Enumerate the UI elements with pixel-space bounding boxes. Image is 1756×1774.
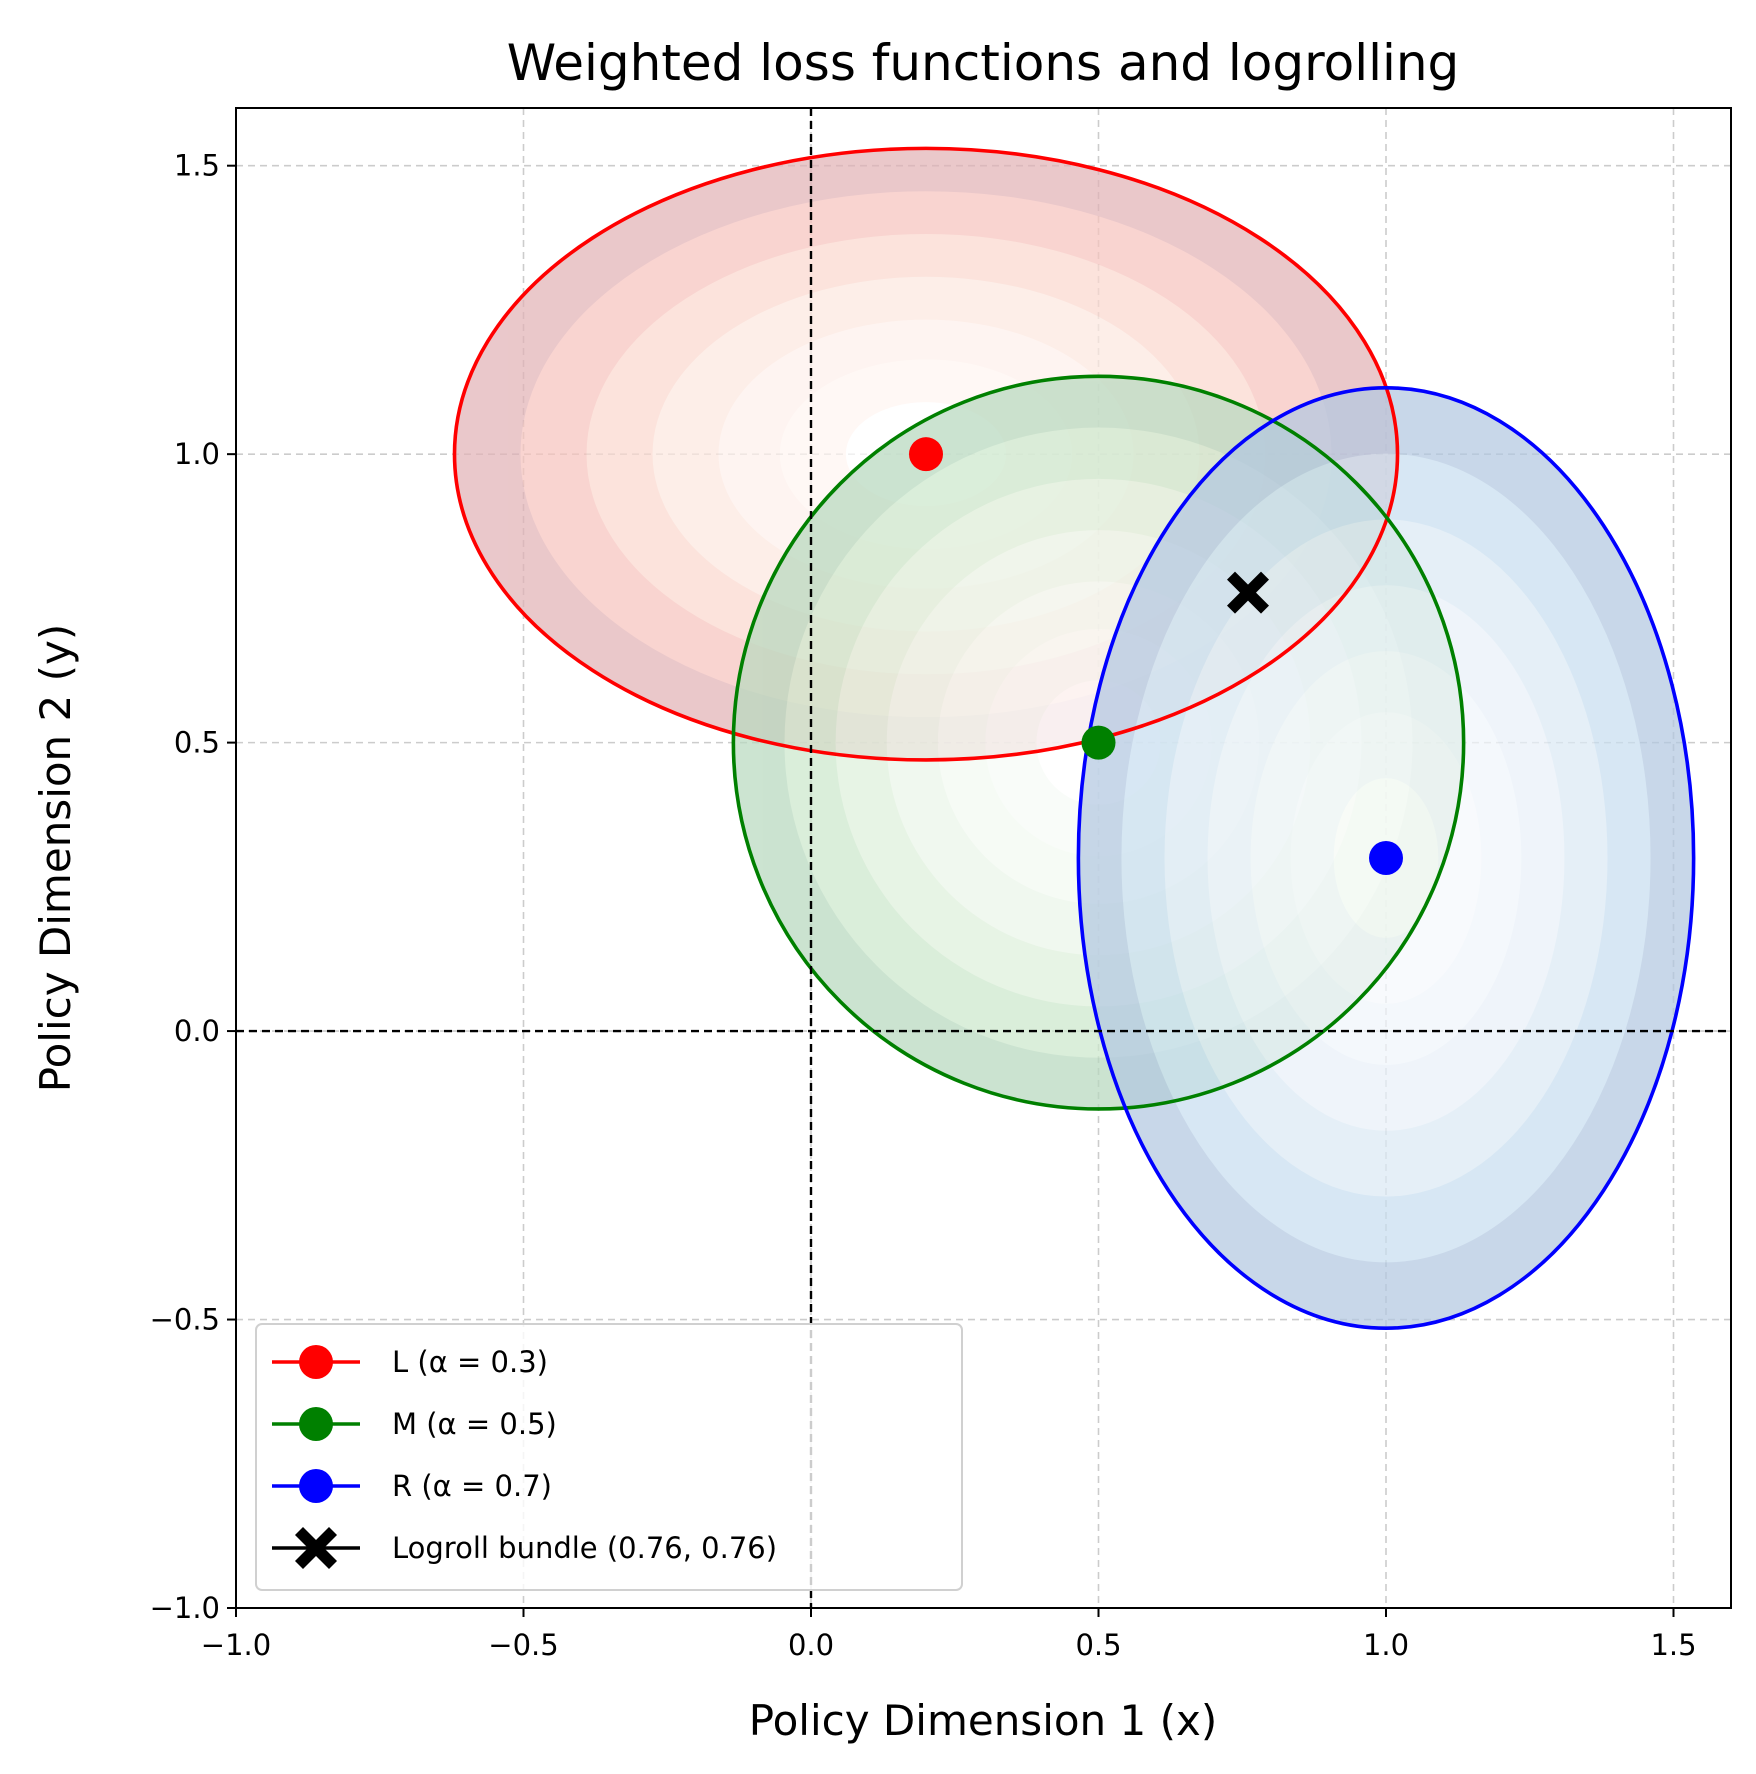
x-tick-label-3: 0.5: [1075, 1628, 1121, 1662]
indifference-curve-M: [731, 374, 1466, 1111]
legend-marker-logroll: [295, 1527, 337, 1569]
y-tick-label-3: 0.5: [174, 726, 220, 760]
legend: L (α = 0.3) M (α = 0.5) R (α = 0.7) Logroll…: [255, 1323, 963, 1591]
loss-contours: [452, 146, 1696, 1330]
legend-box: [255, 1323, 963, 1591]
indifference-curve-R: [1076, 386, 1696, 1330]
ideal-point-R: [1369, 841, 1403, 875]
y-tick-label-5: 1.5: [174, 149, 220, 183]
legend-label-logroll: Logroll bundle (0.76, 0.76): [392, 1531, 777, 1565]
x-axis-ticks: −1.0 −0.5 0.0 0.5 1.0 1.5: [201, 1608, 1697, 1662]
y-tick-label-1: −0.5: [150, 1303, 220, 1337]
legend-label-R: R (α = 0.7): [392, 1469, 552, 1503]
ideal-points: [909, 437, 1403, 875]
legend-entry-R: R (α = 0.7): [272, 1469, 552, 1503]
y-tick-label-4: 1.0: [174, 437, 220, 471]
chart-title: Weighted loss functions and logrolling: [507, 34, 1460, 92]
legend-entry-M: M (α = 0.5): [272, 1407, 557, 1441]
x-tick-label-1: −0.5: [488, 1628, 558, 1662]
y-tick-label-2: 0.0: [174, 1014, 220, 1048]
legend-entry-logroll: Logroll bundle (0.76, 0.76): [272, 1527, 777, 1569]
indifference-curve-L: [452, 146, 1400, 762]
y-axis-ticks: −1.0 −0.5 0.0 0.5 1.0 1.5: [150, 149, 236, 1625]
x-tick-label-5: 1.5: [1650, 1628, 1696, 1662]
logroll-bundle-marker: [1227, 571, 1269, 614]
x-tick-label-2: 0.0: [788, 1628, 834, 1662]
x-tick-label-4: 1.0: [1363, 1628, 1409, 1662]
plot-frame: [235, 107, 1732, 1609]
x-tick-label-0: −1.0: [201, 1628, 271, 1662]
y-axis-title: Policy Dimension 2 (y): [31, 624, 80, 1092]
y-tick-label-0: −1.0: [150, 1591, 220, 1625]
x-axis-title: Policy Dimension 1 (x): [749, 1696, 1217, 1745]
legend-marker-L: [299, 1345, 333, 1379]
legend-entry-L: L (α = 0.3): [272, 1345, 548, 1379]
legend-marker-R: [299, 1469, 333, 1503]
ideal-point-L: [909, 437, 943, 472]
legend-marker-M: [299, 1407, 333, 1441]
ideal-point-M: [1081, 725, 1116, 760]
legend-label-M: M (α = 0.5): [392, 1407, 557, 1441]
legend-label-L: L (α = 0.3): [392, 1345, 548, 1379]
